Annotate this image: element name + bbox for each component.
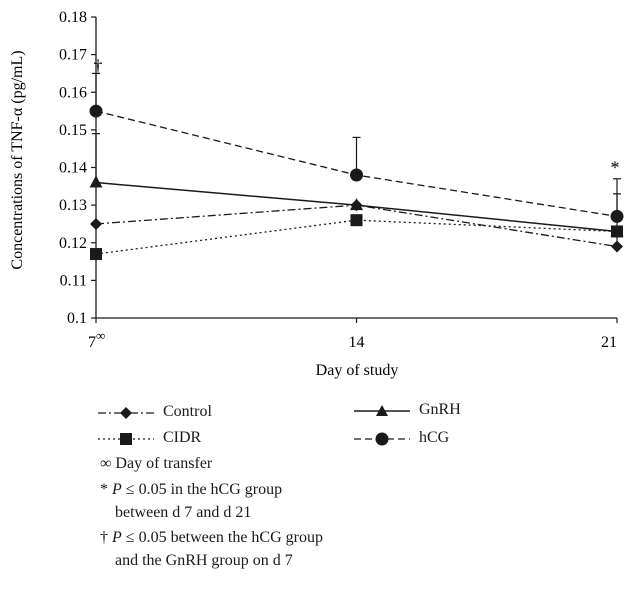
y-tick-label: 0.18 <box>59 9 87 26</box>
x-tick-label: 21 <box>601 334 617 351</box>
legend-label-hcg: hCG <box>419 429 450 446</box>
note-star-line2: between d 7 and d 21 <box>115 504 252 521</box>
y-tick-label: 0.12 <box>59 235 87 252</box>
y-tick-label: 0.11 <box>60 272 87 289</box>
marker-gnrh <box>610 224 624 237</box>
legend-swatch-hcg <box>354 432 410 446</box>
y-tick-label: 0.14 <box>59 160 87 177</box>
note-dagger-line2: and the GnRH group on d 7 <box>115 552 293 569</box>
marker-control <box>90 217 102 230</box>
y-axis-label: Concentrations of TNF-α (pg/mL) <box>9 50 26 269</box>
marker-cidr <box>90 248 102 261</box>
note-transfer-text: Day of transfer <box>115 455 213 472</box>
y-tick-label: 0.1 <box>67 310 87 327</box>
annotation-mark: * <box>611 158 620 178</box>
note-transfer: ∞ Day of transfer <box>100 455 212 473</box>
x-axis-label: Day of study <box>316 362 399 379</box>
legend-swatch-control <box>98 407 154 419</box>
legend-label-control: Control <box>163 403 212 420</box>
annotations: †* <box>94 56 620 178</box>
note-dagger: † P ≤ 0.05 between the hCG group <box>100 529 323 547</box>
y-tick-label: 0.13 <box>59 197 87 214</box>
note-transfer-symbol: ∞ <box>100 455 112 472</box>
legend-label-cidr: CIDR <box>163 429 202 446</box>
y-tick-label: 0.15 <box>59 122 87 139</box>
marker-gnrh <box>89 175 103 188</box>
marker-hcg <box>89 104 103 118</box>
x-tick-label: 14 <box>349 334 365 351</box>
legend-label-gnrh: GnRH <box>419 401 461 418</box>
series-line-cidr <box>95 219 618 255</box>
marker-cidr <box>350 214 363 227</box>
y-tick-label: 0.16 <box>59 84 87 101</box>
annotation-mark: † <box>94 56 103 76</box>
note-dagger-text: ≤ 0.05 between the hCG group <box>125 529 323 546</box>
x-tick-transfer-superscript: ∞ <box>96 328 105 343</box>
note-star-symbol: * <box>100 481 108 498</box>
note-dagger-symbol: † <box>100 529 108 546</box>
note-star-p: P <box>112 481 122 498</box>
marker-hcg <box>350 168 363 182</box>
marker-gnrh <box>350 198 363 211</box>
marker-control <box>611 240 623 253</box>
data-markers <box>89 104 624 261</box>
note-dagger-p: P <box>112 529 122 546</box>
legend-swatch-cidr <box>98 433 154 445</box>
marker-hcg <box>610 209 624 223</box>
note-star-text: ≤ 0.05 in the hCG group <box>125 481 283 498</box>
legend-swatch-gnrh <box>354 405 410 416</box>
y-tick-label: 0.17 <box>59 47 87 64</box>
note-star: * P ≤ 0.05 in the hCG group <box>100 481 282 499</box>
